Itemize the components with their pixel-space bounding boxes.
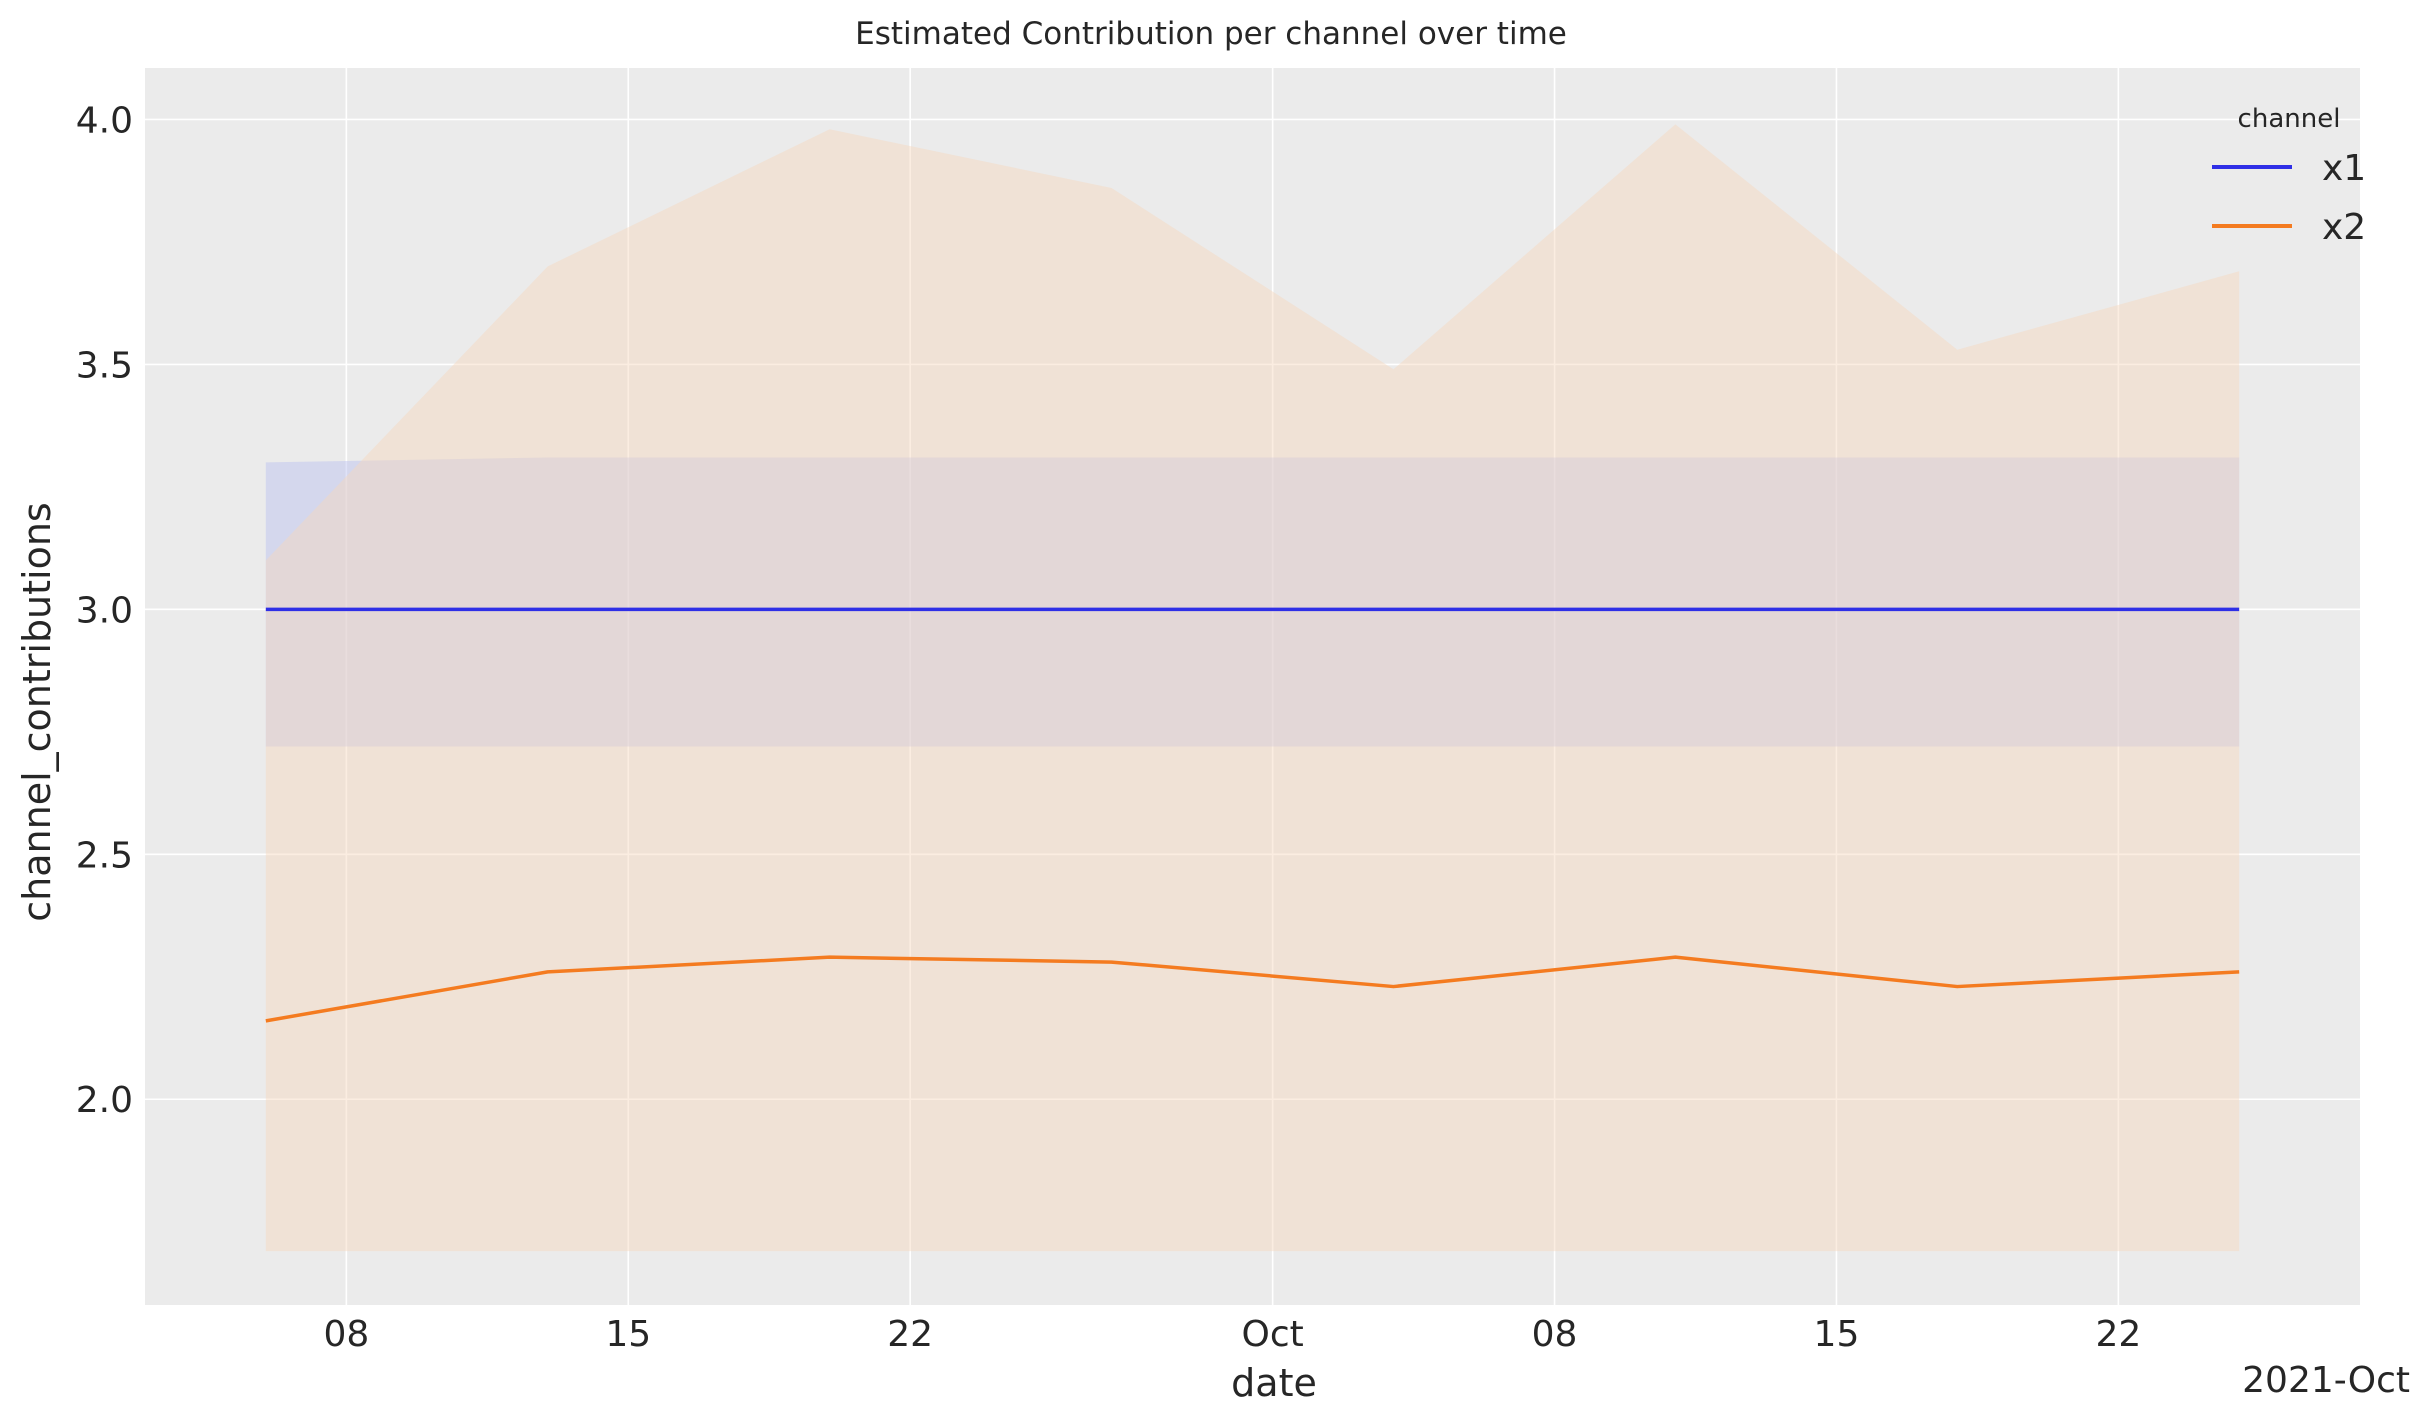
y-axis-label: channel_contributions [15,502,59,921]
x-tick-label: 22 [2095,1314,2141,1355]
x-tick-label: 08 [323,1314,369,1355]
y-tick-label: 4.0 [76,100,133,141]
legend-title: channel [2238,104,2341,134]
x-tick-label: 08 [1532,1314,1578,1355]
x-tick-labels: 08 15 22 Oct 08 15 22 [323,1314,2141,1355]
y-tick-label: 2.5 [76,835,133,876]
y-tick-labels: 2.0 2.5 3.0 3.5 4.0 [76,100,133,1121]
line-x2 [265,955,2240,1023]
legend: channel x1 x2 [2212,104,2366,248]
x-axis-label: date [1231,1361,1317,1405]
x-tick-label: 15 [605,1314,651,1355]
y-tick-label: 3.0 [76,590,133,631]
y-tick-label: 3.5 [76,345,133,386]
y-tick-label: 2.0 [76,1080,133,1121]
legend-label-x1: x1 [2322,148,2366,189]
band-x1 [265,457,2240,747]
x-tick-label: Oct [1242,1314,1304,1355]
credible-interval-bands [265,124,2240,1252]
x-tick-label: 22 [887,1314,933,1355]
chart-title: Estimated Contribution per channel over … [855,16,1567,52]
x-tick-label: 15 [1814,1314,1860,1355]
band-x2 [265,124,2240,1252]
x-offset-label: 2021-Oct [2242,1360,2410,1401]
legend-label-x2: x2 [2322,207,2366,248]
series-lines [265,607,2240,1023]
